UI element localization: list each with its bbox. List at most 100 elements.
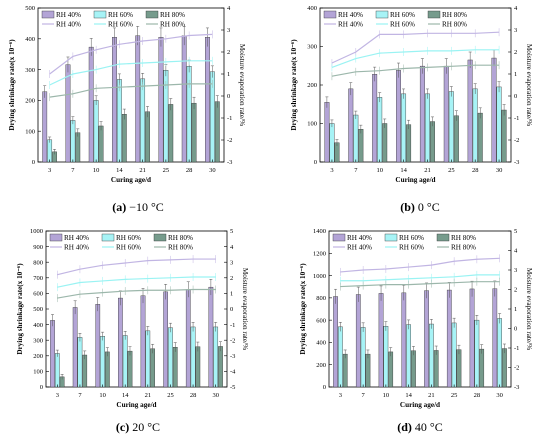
bar [353,114,359,163]
bar [333,296,338,388]
y-right-tick-label: 0 [227,93,230,100]
y-right-tick-label: -5 [230,384,235,391]
legend-label: RH 60% [108,11,133,19]
y-right-tick-label: 1 [227,71,230,78]
x-tick-label: 7 [362,392,366,399]
y-tick-label: 0 [40,384,43,391]
evaporation-line [57,276,216,288]
y-tick-label: 700 [33,275,43,282]
bar [372,74,378,163]
y-tick-label: 200 [316,362,326,369]
chart-panel: 0 100 200 300 400 -3 -2 -1 0 1 2 3 4 3 7 10 14 21 25 28 30 Cu… [290,5,533,214]
x-tick-label: 25 [163,167,170,174]
evaporation-line [331,31,500,64]
caption-prefix: (c) [116,420,129,434]
y-axis-label: Drying shrinkage rate(x 10⁻⁶) [16,263,24,355]
bar [112,37,117,163]
bar [70,120,76,163]
bar [324,102,330,163]
legend-label: RH 80% [160,11,185,19]
x-tick-label: 30 [212,392,219,399]
y-right-tick-label: -3 [230,353,235,360]
caption-text: 20 °C [129,420,160,434]
x-tick-label: 21 [145,392,152,399]
bar [424,290,429,388]
x-tick-label: 10 [99,392,106,399]
y-tick-label: 0 [323,384,326,391]
y-right-axis-label: Moisture evaporation rate/% [238,44,246,126]
x-tick-label: 21 [424,167,431,174]
evaporation-line [340,281,500,288]
panel-caption: (c) 20 °C [116,420,160,434]
evaporation-line [340,257,500,273]
bar [430,121,435,163]
y-right-tick-label: 3 [514,27,517,34]
bar [42,91,48,163]
bar [365,353,371,388]
bar [401,93,407,163]
bar [185,289,191,388]
bar [329,123,335,163]
bar [93,100,99,163]
y-right-tick-label: 4 [227,5,231,12]
bar [472,88,478,163]
bar [433,350,439,388]
bar [474,319,480,388]
y-tick-label: 800 [316,295,326,302]
bar [419,65,425,163]
legend-label: RH 40% [56,11,81,19]
bar [401,292,407,388]
legend-line-label: RH 40% [347,243,372,251]
x-tick-label: 25 [451,392,458,399]
legend-label: RH 40% [347,234,372,242]
chart-panel: 01002003004005006007008009001000-5-4-3-2… [16,228,249,434]
legend-label: RH 40% [64,234,89,242]
evaporation-line [331,49,500,68]
bar [429,323,434,388]
bar [502,348,507,388]
caption-prefix: (b) [400,200,415,214]
bar [150,348,155,388]
bar [98,125,104,163]
legend-line-label: RH 60% [390,20,415,28]
legend-label: RH 80% [451,234,476,242]
y-right-tick-label: -2 [514,137,519,144]
bar [453,115,459,163]
x-tick-label: 30 [496,167,503,174]
bar [406,124,412,163]
y-right-tick-label: -1 [514,115,519,122]
y-tick-label: 100 [33,369,43,376]
legend-swatch [93,10,107,19]
x-tick-label: 21 [428,392,435,399]
legend-label: RH 80% [168,234,193,242]
bar [72,307,78,388]
bar [448,91,454,163]
bar [501,109,507,163]
y-tick-label: 100 [25,128,35,135]
y-tick-label: 500 [33,306,43,313]
caption-text: 40 °C [412,420,443,434]
bar [218,346,223,388]
caption-prefix: (a) [112,200,126,214]
x-tick-label: 30 [209,167,216,174]
legend-swatch [145,10,159,19]
legend-swatch [153,233,167,242]
legend-label: RH 60% [399,234,424,242]
y-right-axis-label: Moisture evaporation rate/% [241,268,249,350]
bar [377,97,383,163]
legend-line-label: RH 80% [160,20,185,28]
y-tick-label: 800 [33,259,43,266]
chart-panel: 0 100 200 300 400 500 -3 -2 -1 0 1 2 3 4 3 7 10 14 21 25 28 3… [8,5,246,214]
y-right-tick-label: -1 [227,115,232,122]
y-right-tick-label: -2 [227,137,232,144]
bar [348,88,354,163]
bar [163,291,168,388]
evaporation-line [340,274,500,282]
y-tick-label: 300 [25,67,35,74]
bar [469,288,475,388]
y-tick-label: 600 [33,291,43,298]
legend-label: RH 60% [116,234,141,242]
x-tick-label: 30 [496,392,503,399]
bar [342,353,348,388]
